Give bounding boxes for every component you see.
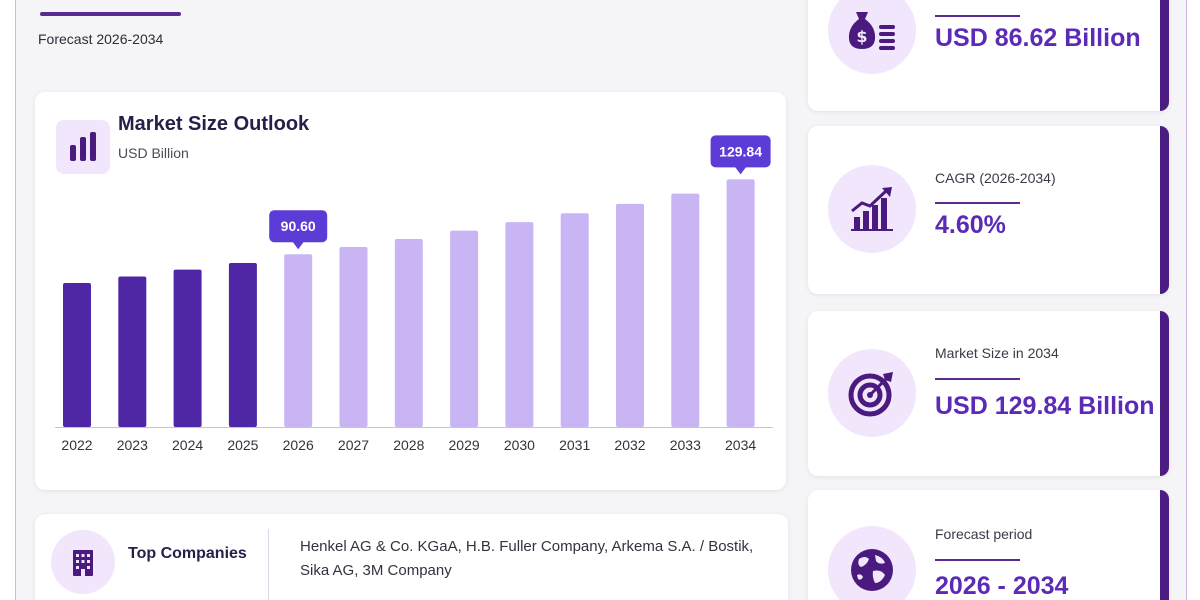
bar-2027 [339, 246, 368, 427]
bar-2032 [616, 203, 644, 427]
title-underline [40, 12, 181, 16]
stat-card-market-2034: Market Size in 2034 USD 129.84 Billion [808, 311, 1169, 476]
stat-value-market-2034: USD 129.84 Billion [935, 392, 1155, 420]
stat-value-market-size: USD 86.62 Billion [935, 24, 1141, 52]
callout-pointer [292, 241, 305, 250]
stat-label-forecast-period: Forecast period [935, 526, 1033, 542]
bar-2031 [560, 213, 589, 427]
x-tick-label: 2034 [725, 437, 756, 453]
target-icon [828, 349, 916, 437]
x-tick-label: 2022 [61, 437, 92, 453]
chart-unit: USD Billion [118, 145, 189, 161]
stat-rule [935, 202, 1020, 204]
stat-label-market-2034: Market Size in 2034 [935, 345, 1059, 361]
bar-2033 [671, 193, 700, 427]
card-accent-bar [1160, 490, 1169, 600]
bar-chart-icon [56, 120, 110, 174]
card-accent-bar [1160, 126, 1169, 294]
stat-rule [935, 378, 1020, 380]
top-companies-card: Top Companies Henkel AG & Co. KGaA, H.B.… [35, 514, 788, 600]
stat-card-cagr: CAGR (2026-2034) 4.60% [808, 126, 1169, 294]
globe-icon [828, 526, 916, 600]
stat-card-forecast-period: Forecast period 2026 - 2034 [808, 490, 1169, 600]
bar-2022 [63, 283, 91, 427]
x-tick-label: 2024 [172, 437, 203, 453]
callout-bubble [710, 135, 771, 168]
x-tick-label: 2031 [559, 437, 590, 453]
callout-pointer [734, 166, 747, 175]
top-companies-label: Top Companies [128, 545, 247, 562]
x-tick-label: 2028 [393, 437, 424, 453]
growth-chart-icon [828, 165, 916, 253]
building-icon [51, 530, 115, 594]
bar-chart: 2022 2023 2024 2025 2026 2027 2028 2029 2030 2031… [55, 135, 773, 453]
forecast-heading: Forecast 2026-2034 [38, 31, 164, 47]
card-accent-bar [1160, 0, 1169, 111]
x-tick-label: 2026 [283, 437, 314, 453]
bar-2028 [394, 238, 423, 427]
x-tick-label: 2027 [338, 437, 369, 453]
divider [268, 529, 269, 600]
stat-rule [935, 559, 1020, 561]
bar-2026 [284, 254, 313, 427]
data-label: 90.60 [281, 218, 316, 234]
stat-label-cagr: CAGR (2026-2034) [935, 170, 1056, 186]
stat-value-cagr: 4.60% [935, 211, 1006, 239]
stat-rule [935, 15, 1020, 17]
money-bag-icon: $ [828, 0, 916, 74]
market-size-chart-card: Market Size Outlook USD Billion 2022 2023… [35, 92, 786, 490]
data-label: 129.84 [719, 143, 762, 159]
callout-bubble [269, 210, 328, 243]
bar-2023 [118, 276, 147, 427]
x-tick-label: 2023 [117, 437, 148, 453]
x-tick-label: 2030 [504, 437, 535, 453]
svg-text:$: $ [856, 27, 867, 46]
bar-2029 [450, 230, 479, 427]
x-tick-label: 2033 [670, 437, 701, 453]
x-tick-label: 2029 [449, 437, 480, 453]
bar-2034 [726, 179, 755, 427]
bar-2024 [173, 269, 202, 427]
bar-2025 [228, 262, 257, 427]
x-tick-label: 2032 [614, 437, 645, 453]
card-accent-bar [1160, 311, 1169, 476]
stat-card-market-size: $ USD 86.62 Billion [808, 0, 1169, 111]
top-companies-list: Henkel AG & Co. KGaA, H.B. Fuller Compan… [300, 538, 754, 579]
chart-title: Market Size Outlook [118, 113, 310, 135]
x-tick-label: 2025 [227, 437, 258, 453]
bar-2030 [505, 222, 534, 427]
stat-value-forecast-period: 2026 - 2034 [935, 572, 1069, 600]
